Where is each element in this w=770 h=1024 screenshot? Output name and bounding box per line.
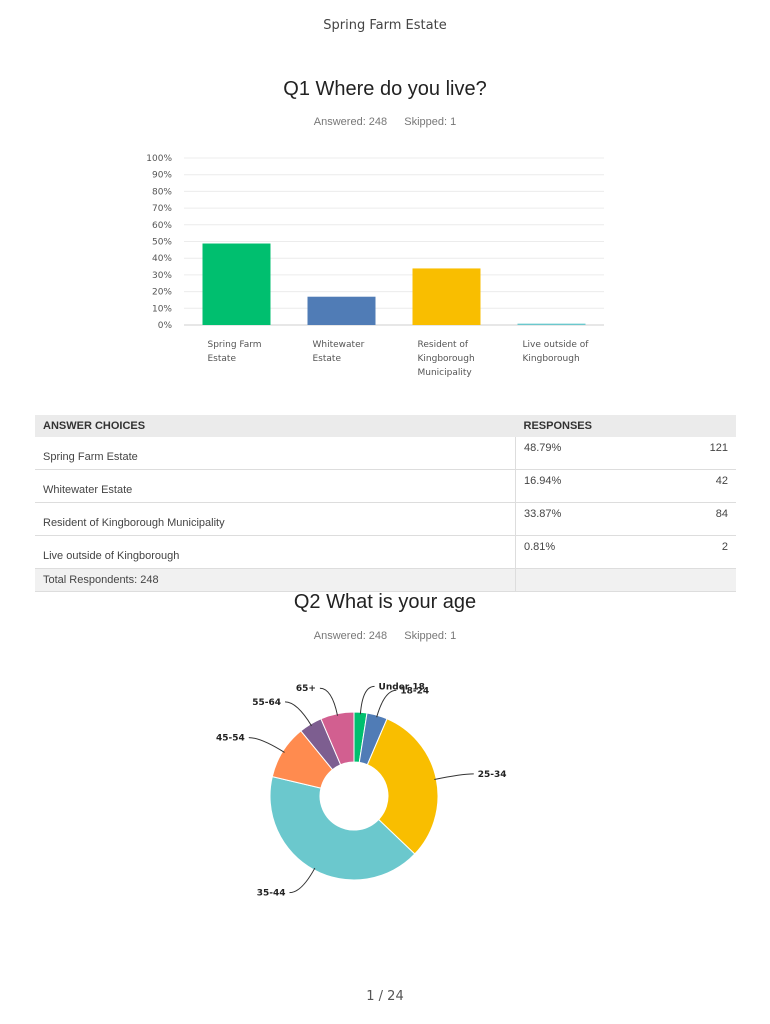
q1-meta: Answered: 248 Skipped: 1: [0, 116, 770, 128]
y-tick-label: 20%: [152, 288, 172, 298]
q1-response-table: ANSWER CHOICES RESPONSES Spring Farm Est…: [35, 415, 736, 592]
pie-slice: [269, 775, 416, 881]
row-label: Whitewater Estate: [35, 469, 516, 503]
y-tick-label: 50%: [152, 238, 172, 248]
col-responses: RESPONSES: [515, 415, 736, 437]
slice-label: 18-24: [400, 686, 429, 696]
y-tick-label: 90%: [152, 171, 172, 181]
page-number: 1 / 24: [366, 989, 404, 1004]
page-header: Spring Farm Estate: [323, 18, 447, 33]
x-tick-label: Spring Farm Estate: [208, 340, 262, 364]
row-pct: 48.79%: [515, 437, 660, 470]
row-count: 84: [660, 502, 736, 536]
row-count: 121: [660, 437, 736, 470]
row-pct: 0.81%: [515, 535, 660, 569]
y-tick-label: 30%: [152, 271, 172, 281]
q1-skipped: Skipped: 1: [404, 116, 457, 128]
leader-line: [376, 689, 397, 718]
table-row: Spring Farm Estate 48.79% 121: [35, 437, 736, 470]
col-answer-choices: ANSWER CHOICES: [35, 415, 516, 437]
total-empty-cell: [515, 568, 736, 592]
pie-slice: [366, 718, 439, 855]
slice-label: 25-34: [478, 770, 507, 780]
q1-title: Q1 Where do you live?: [283, 78, 487, 100]
q2-skipped: Skipped: 1: [404, 630, 457, 642]
bar: [202, 243, 271, 325]
q1-answered: Answered: 248: [313, 116, 388, 128]
y-tick-label: 60%: [152, 221, 172, 231]
total-row: Total Respondents: 248: [35, 568, 736, 592]
slice-label: 45-54: [216, 734, 245, 744]
row-count: 2: [660, 535, 736, 569]
row-label: Resident of Kingborough Municipality: [35, 502, 516, 536]
leader-line: [434, 773, 474, 781]
x-tick-label: Whitewater Estate: [313, 340, 365, 364]
row-count: 42: [660, 469, 736, 503]
y-tick-label: 40%: [152, 254, 172, 264]
y-tick-label: 100%: [146, 154, 172, 164]
table-row: Resident of Kingborough Municipality 33.…: [35, 502, 736, 536]
bar: [517, 323, 586, 325]
leader-line: [319, 687, 339, 716]
y-tick-label: 80%: [152, 187, 172, 197]
table-row: Whitewater Estate 16.94% 42: [35, 469, 736, 503]
leader-line: [284, 701, 312, 727]
row-label: Live outside of Kingborough: [35, 535, 516, 569]
q2-answered: Answered: 248: [313, 630, 388, 642]
y-tick-label: 10%: [152, 304, 172, 314]
x-tick-label: Resident of Kingborough Municipality: [418, 340, 475, 378]
bar: [412, 268, 481, 325]
leader-line: [248, 737, 285, 753]
q1-bar-chart: 100% 90% 80% 70% 60% 50% 40% 30% 20% 10% 0% Spring …: [146, 154, 604, 378]
y-tick-label: 70%: [152, 204, 172, 214]
q2-meta: Answered: 248 Skipped: 1: [0, 630, 770, 642]
leader-line: [359, 685, 375, 715]
total-respondents: Total Respondents: 248: [35, 568, 516, 592]
slice-label: Under 18: [379, 682, 425, 692]
row-label: Spring Farm Estate: [35, 437, 516, 470]
bar: [307, 296, 376, 325]
slice-label: 55-64: [252, 698, 281, 708]
table-row: Live outside of Kingborough 0.81% 2: [35, 535, 736, 569]
row-pct: 16.94%: [515, 469, 660, 503]
y-tick-label: 0%: [158, 321, 173, 331]
q2-title: Q2 What is your age: [293, 591, 477, 613]
leader-line: [289, 867, 316, 894]
row-pct: 33.87%: [515, 502, 660, 536]
pie-slice: [320, 711, 355, 766]
slice-label: 65+: [296, 684, 316, 694]
x-tick-label: Live outside of Kingborough: [523, 340, 590, 364]
slice-label: 35-44: [257, 889, 286, 899]
